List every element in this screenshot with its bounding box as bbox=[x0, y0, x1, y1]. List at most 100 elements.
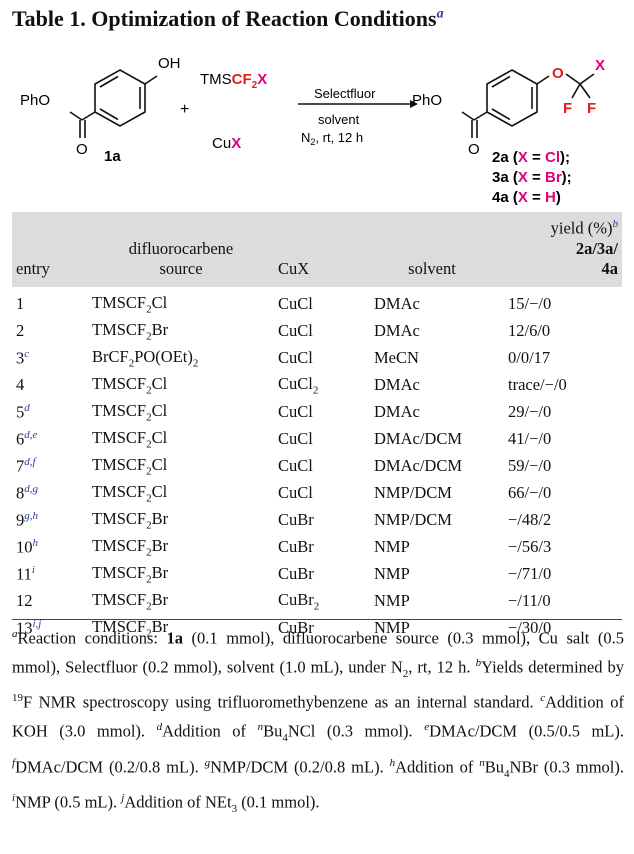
cell-entry: 5d bbox=[16, 401, 30, 422]
cell-yield: −/48/2 bbox=[508, 510, 552, 529]
header-solvent: solvent bbox=[408, 258, 456, 278]
substrate-pho: PhO bbox=[20, 92, 50, 109]
copper-salt: CuX bbox=[212, 135, 241, 152]
table-row: 8d,g TMSCF2Cl CuCl NMP/DCM 66/−/0 bbox=[12, 480, 622, 507]
cell-cux: CuCl bbox=[278, 348, 313, 367]
arrow-solvent: solvent bbox=[318, 112, 360, 127]
table-footnotes: aReaction conditions: 1a (0.1 mmol), dif… bbox=[12, 628, 625, 815]
cell-solvent: DMAc/DCM bbox=[374, 429, 463, 448]
cell-entry: 3c bbox=[16, 347, 30, 368]
cell-source: TMSCF2Cl bbox=[92, 292, 168, 316]
cell-yield: −/56/3 bbox=[508, 537, 552, 556]
cell-yield: 0/0/17 bbox=[508, 348, 551, 367]
entry-footnote: g,h bbox=[24, 509, 38, 522]
cell-yield: 59/−/0 bbox=[508, 456, 552, 475]
cell-yield: −/71/0 bbox=[508, 564, 552, 583]
reaction-scheme: OH PhO O 1a + TMSCF2X CuX Selectfluor so… bbox=[20, 55, 605, 206]
cell-entry: 6d,e bbox=[16, 428, 38, 449]
substrate-structure bbox=[69, 69, 158, 138]
table-row: 7d,f TMSCF2Cl CuCl DMAc/DCM 59/−/0 bbox=[12, 453, 622, 480]
table-title-text: Table 1. Optimization of Reaction Condit… bbox=[12, 6, 437, 31]
cell-yield: 12/6/0 bbox=[508, 321, 551, 340]
cell-yield: 66/−/0 bbox=[508, 483, 552, 502]
cell-solvent: DMAc bbox=[374, 402, 420, 421]
cell-cux: CuCl bbox=[278, 402, 313, 421]
substrate-carbonyl-o: O bbox=[76, 141, 88, 158]
plus-sign: + bbox=[180, 101, 189, 118]
cell-solvent: NMP/DCM bbox=[374, 483, 452, 502]
product-pho: PhO bbox=[412, 92, 442, 109]
title-footnote-mark: a bbox=[436, 6, 444, 22]
reagent-formula: TMSCF2X bbox=[200, 71, 267, 91]
cell-cux: CuBr bbox=[278, 510, 314, 529]
cell-source: TMSCF2Cl bbox=[92, 454, 168, 478]
arrow-conditions: N2, rt, 12 h bbox=[301, 130, 363, 147]
cell-entry: 7d,f bbox=[16, 455, 36, 476]
cell-solvent: NMP/DCM bbox=[374, 510, 452, 529]
cell-source: TMSCF2Cl bbox=[92, 373, 168, 397]
table-row: 2 TMSCF2Br CuCl DMAc 12/6/0 bbox=[12, 318, 622, 345]
table-header: entry difluorocarbene source CuX solvent … bbox=[12, 212, 622, 287]
cell-cux: CuCl bbox=[278, 321, 313, 340]
cell-entry: 2 bbox=[16, 321, 25, 340]
header-yield: yield (%)b 2a/3a/4a bbox=[550, 218, 618, 278]
entry-footnote: d,e bbox=[24, 428, 38, 441]
cell-entry: 11i bbox=[16, 563, 35, 584]
arrow-reagent: Selectfluor bbox=[314, 86, 376, 101]
cell-source: TMSCF2Cl bbox=[92, 427, 168, 451]
cell-cux: CuBr bbox=[278, 564, 314, 583]
cell-cux: CuCl2 bbox=[278, 373, 319, 397]
table-row: 11i TMSCF2Br CuBr NMP −/71/0 bbox=[12, 561, 622, 588]
product-label-4a: 4a (X = H) bbox=[492, 189, 561, 206]
cell-entry: 4 bbox=[16, 375, 25, 394]
cell-cux: CuCl bbox=[278, 483, 313, 502]
table-title: Table 1. Optimization of Reaction Condit… bbox=[12, 6, 444, 32]
hydroxyl-bond bbox=[144, 75, 158, 85]
cell-source: TMSCF2Cl bbox=[92, 400, 168, 424]
cell-entry: 8d,g bbox=[16, 482, 38, 503]
cell-entry: 9g,h bbox=[16, 509, 38, 530]
header-entry: entry bbox=[16, 258, 50, 278]
product-f-right: F bbox=[587, 100, 596, 117]
cell-yield: 41/−/0 bbox=[508, 429, 552, 448]
arrowhead bbox=[410, 100, 418, 108]
product-ether-o: O bbox=[552, 65, 564, 82]
product-carbonyl-o: O bbox=[468, 141, 480, 158]
entry-footnote: d bbox=[24, 401, 30, 414]
cell-yield: trace/−/0 bbox=[508, 375, 567, 394]
header-cux: CuX bbox=[278, 258, 310, 278]
cell-cux: CuBr bbox=[278, 618, 314, 637]
table-body: 1 TMSCF2Cl CuCl DMAc 15/−/0 2 TMSCF2Br CuCl DMAc… bbox=[12, 287, 622, 642]
table-bottom-rule bbox=[12, 619, 622, 620]
cell-source: TMSCF2Br bbox=[92, 616, 169, 640]
substrate-benzene-ring bbox=[94, 69, 146, 127]
cell-cux: CuCl bbox=[278, 294, 313, 313]
cell-cux: CuCl bbox=[278, 456, 313, 475]
product-f-left: F bbox=[563, 100, 572, 117]
table-row: 10h TMSCF2Br CuBr NMP −/56/3 bbox=[12, 534, 622, 561]
entry-footnote: d,g bbox=[24, 482, 38, 495]
entry-footnote: c bbox=[24, 347, 30, 360]
cell-solvent: NMP bbox=[374, 564, 410, 583]
cell-solvent: NMP bbox=[374, 537, 410, 556]
cell-source: TMSCF2Br bbox=[92, 562, 169, 586]
cell-yield: 29/−/0 bbox=[508, 402, 552, 421]
cell-yield: −/30/0 bbox=[508, 618, 552, 637]
product-benzene-ring bbox=[486, 69, 538, 127]
optimization-table: entry difluorocarbene source CuX solvent … bbox=[12, 212, 622, 642]
cell-cux: CuCl bbox=[278, 429, 313, 448]
cell-entry: 10h bbox=[16, 536, 38, 557]
table-row: 13i,j TMSCF2Br CuBr NMP −/30/0 bbox=[12, 615, 622, 642]
ester-bond bbox=[81, 111, 96, 121]
header-source: difluorocarbene source bbox=[128, 238, 234, 278]
product-labels: 2a (X = Cl); 3a (X = Br); 4a (X = H) bbox=[492, 149, 572, 206]
cell-entry: 13i,j bbox=[16, 617, 42, 638]
cell-solvent: NMP bbox=[374, 618, 410, 637]
cell-yield: 15/−/0 bbox=[508, 294, 552, 313]
cell-source: BrCF2PO(OEt)2 bbox=[92, 346, 199, 370]
cell-entry: 12 bbox=[16, 591, 33, 610]
cell-solvent: DMAc bbox=[374, 294, 420, 313]
cell-solvent: DMAc bbox=[374, 375, 420, 394]
cell-solvent: DMAc bbox=[374, 321, 420, 340]
table-row: 6d,e TMSCF2Cl CuCl DMAc/DCM 41/−/0 bbox=[12, 426, 622, 453]
